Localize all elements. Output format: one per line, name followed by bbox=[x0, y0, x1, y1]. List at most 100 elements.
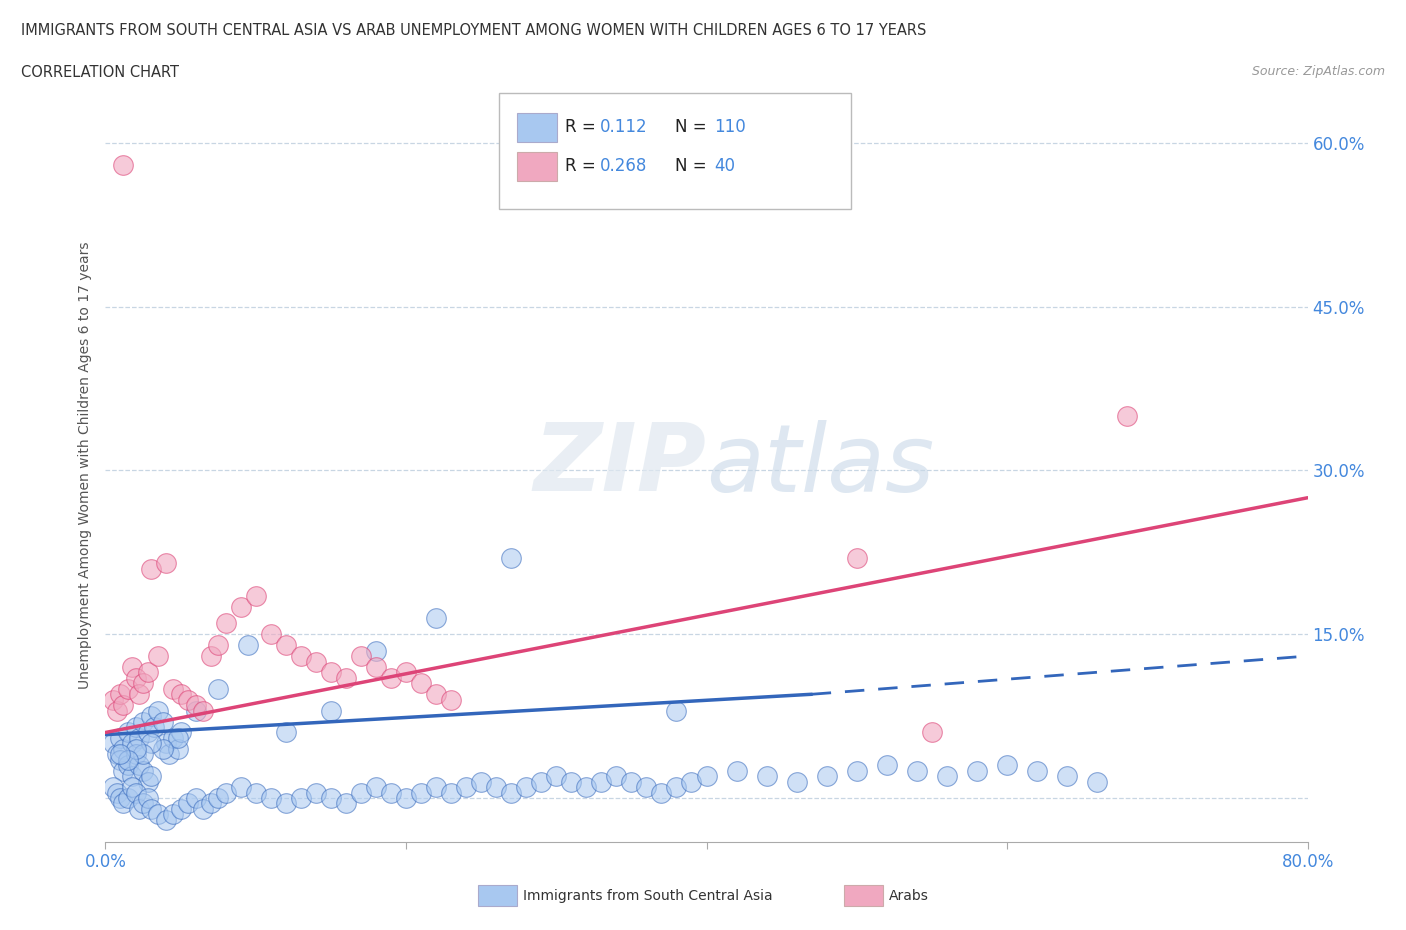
Point bbox=[1116, 408, 1139, 423]
Text: ZIP: ZIP bbox=[534, 419, 707, 511]
Point bbox=[117, 758, 139, 773]
Point bbox=[591, 774, 613, 789]
Point bbox=[845, 764, 868, 778]
Point bbox=[166, 730, 188, 745]
Point bbox=[319, 665, 342, 680]
Point bbox=[132, 796, 155, 811]
Point bbox=[157, 747, 180, 762]
Point bbox=[921, 725, 943, 740]
Point bbox=[425, 610, 447, 625]
Point bbox=[124, 785, 146, 800]
Point bbox=[425, 779, 447, 794]
Point bbox=[121, 779, 143, 794]
Point bbox=[107, 785, 129, 800]
Point bbox=[425, 687, 447, 702]
Point bbox=[1085, 774, 1108, 789]
Point bbox=[110, 730, 132, 745]
Point bbox=[132, 676, 155, 691]
Point bbox=[110, 747, 132, 762]
Point bbox=[335, 796, 357, 811]
Point bbox=[501, 551, 523, 565]
Point bbox=[395, 790, 418, 805]
Text: 40: 40 bbox=[714, 157, 735, 175]
Point bbox=[380, 671, 402, 685]
Text: IMMIGRANTS FROM SOUTH CENTRAL ASIA VS ARAB UNEMPLOYMENT AMONG WOMEN WITH CHILDRE: IMMIGRANTS FROM SOUTH CENTRAL ASIA VS AR… bbox=[21, 23, 927, 38]
Point bbox=[132, 764, 155, 778]
Point bbox=[117, 725, 139, 740]
Point bbox=[207, 790, 229, 805]
Point bbox=[177, 692, 200, 707]
Text: R =: R = bbox=[565, 157, 602, 175]
Point bbox=[530, 774, 553, 789]
Point bbox=[515, 779, 537, 794]
Point bbox=[665, 703, 688, 718]
Point bbox=[155, 813, 177, 828]
Point bbox=[124, 741, 146, 756]
Point bbox=[191, 802, 214, 817]
Text: N =: N = bbox=[675, 118, 711, 136]
Point bbox=[101, 736, 124, 751]
Point bbox=[132, 714, 155, 729]
Point bbox=[139, 769, 162, 784]
Point bbox=[260, 790, 283, 805]
Point bbox=[1026, 764, 1049, 778]
Point bbox=[440, 692, 463, 707]
Point bbox=[636, 779, 658, 794]
Point bbox=[409, 785, 432, 800]
Text: R =: R = bbox=[565, 118, 602, 136]
Point bbox=[274, 796, 297, 811]
Text: Arabs: Arabs bbox=[889, 888, 928, 903]
Point bbox=[121, 769, 143, 784]
Point bbox=[200, 648, 222, 663]
Point bbox=[290, 648, 312, 663]
Point bbox=[546, 769, 568, 784]
Point bbox=[319, 703, 342, 718]
Text: Immigrants from South Central Asia: Immigrants from South Central Asia bbox=[523, 888, 773, 903]
Point bbox=[560, 774, 582, 789]
Text: 0.268: 0.268 bbox=[600, 157, 648, 175]
Point bbox=[136, 774, 159, 789]
Point bbox=[364, 659, 387, 674]
Point bbox=[146, 648, 169, 663]
Point bbox=[575, 779, 598, 794]
Point bbox=[214, 785, 236, 800]
Point bbox=[191, 703, 214, 718]
Point bbox=[146, 807, 169, 822]
Point bbox=[139, 562, 162, 577]
Point bbox=[681, 774, 703, 789]
Point bbox=[184, 698, 207, 712]
Point bbox=[112, 796, 135, 811]
Point bbox=[152, 714, 174, 729]
Point bbox=[166, 741, 188, 756]
Point bbox=[620, 774, 643, 789]
Point bbox=[184, 703, 207, 718]
Point bbox=[139, 802, 162, 817]
Point bbox=[117, 752, 139, 767]
Point bbox=[470, 774, 492, 789]
Point bbox=[136, 665, 159, 680]
Point bbox=[128, 730, 150, 745]
Point bbox=[121, 736, 143, 751]
Point bbox=[409, 676, 432, 691]
Point bbox=[485, 779, 508, 794]
Point bbox=[112, 698, 135, 712]
Point bbox=[162, 807, 184, 822]
Point bbox=[319, 790, 342, 805]
Point bbox=[184, 790, 207, 805]
Point bbox=[440, 785, 463, 800]
Point bbox=[905, 764, 928, 778]
Point bbox=[786, 774, 808, 789]
Text: CORRELATION CHART: CORRELATION CHART bbox=[21, 65, 179, 80]
Point bbox=[245, 589, 267, 604]
Point bbox=[169, 802, 191, 817]
Point bbox=[124, 747, 146, 762]
Point bbox=[110, 752, 132, 767]
Point bbox=[110, 790, 132, 805]
Point bbox=[112, 741, 135, 756]
Point bbox=[162, 730, 184, 745]
Text: Source: ZipAtlas.com: Source: ZipAtlas.com bbox=[1251, 65, 1385, 78]
Point bbox=[117, 790, 139, 805]
Point bbox=[395, 665, 418, 680]
Point bbox=[139, 709, 162, 724]
Point bbox=[936, 769, 959, 784]
